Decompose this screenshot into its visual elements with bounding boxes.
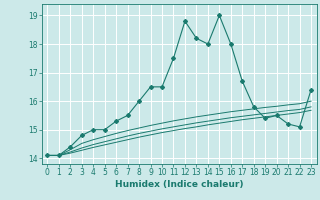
- X-axis label: Humidex (Indice chaleur): Humidex (Indice chaleur): [115, 180, 244, 189]
